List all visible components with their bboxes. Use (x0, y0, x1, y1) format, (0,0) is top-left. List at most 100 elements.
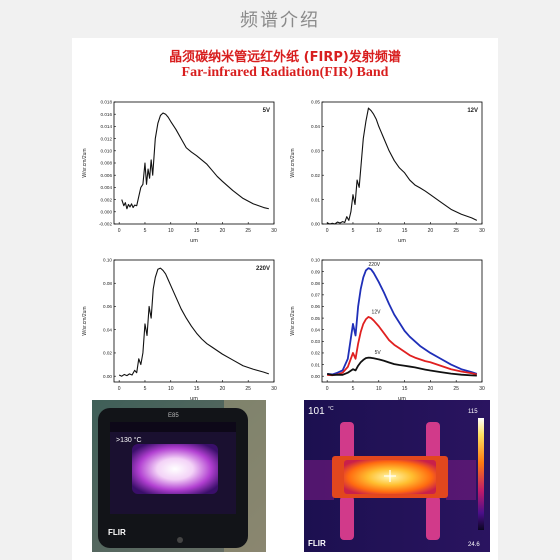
y-tick-label: 0.010 (101, 149, 113, 154)
chart-combined: 0 5 10 15 20 25 30 0.00 0.01 0.02 0.03 0.04 0.05 0.06… (290, 258, 485, 402)
x-tick-label: 5 (352, 386, 355, 392)
y-tick-label: 0.09 (311, 269, 320, 274)
x-tick-label: 25 (453, 228, 459, 234)
x-tick-label: 15 (194, 386, 200, 392)
y-tick-label: 0.04 (103, 327, 112, 332)
thermal-temperature-unit: °C (328, 406, 334, 412)
x-tick-label: 0 (118, 386, 121, 392)
thermal-scale-max: 115 (468, 409, 478, 415)
x-tick-label: 10 (168, 386, 174, 392)
y-tick-label: 0.08 (311, 281, 320, 286)
plot-frame (321, 259, 483, 383)
y-tick-label: 0.01 (311, 362, 320, 367)
y-tick-label: 0.02 (311, 173, 320, 178)
y-tick-label: 0.012 (101, 136, 113, 141)
camera-readout: >130 °C (116, 436, 142, 444)
x-axis-label: um (190, 396, 198, 402)
thermal-camera-drawing: E85 >130 °C FLIR (92, 400, 266, 552)
series-line-220v (327, 267, 478, 376)
chart-title: 220V (256, 266, 270, 272)
series-line (118, 267, 270, 377)
y-tick-label: 0.004 (101, 185, 113, 190)
thermal-image: 101 °C 115 24.6 FLIR (304, 400, 490, 552)
plot-frame (113, 101, 275, 225)
y-axis-label: W/sr.cm/2um (82, 148, 88, 177)
y-tick-label: 0.04 (311, 327, 320, 332)
series-label: 12V (372, 309, 382, 315)
y-tick-label: 0.006 (101, 173, 113, 178)
x-tick-label: 15 (402, 386, 408, 392)
poster-title-english: Far-infrared Radiation(FIR) Band (181, 65, 389, 80)
spectrum-poster: 晶须碳纳米管远红外纸 (FIRP)发射频谱 Far-infrared Radia… (72, 38, 498, 560)
x-tick-label: 20 (220, 386, 226, 392)
y-tick-label: 0.05 (311, 316, 320, 321)
series-label: 5V (375, 350, 382, 356)
series-label: 220V (368, 262, 380, 268)
y-tick-label: 0.07 (311, 293, 320, 298)
x-tick-label: 0 (118, 228, 121, 234)
series-line (326, 107, 478, 225)
x-tick-label: 30 (479, 386, 485, 392)
chart-5v: 0 5 10 15 20 25 30 -0.002 0.000 0.002 0.004 0.006 0.… (82, 100, 277, 244)
camera-brand-top: E85 (168, 413, 179, 419)
y-tick-label: 0.03 (311, 149, 320, 154)
chart-title: 12V (467, 108, 478, 114)
y-axis-label: W/sr.cm/2um (82, 306, 88, 335)
chart-title: 5V (263, 108, 270, 114)
series-line (121, 112, 269, 210)
x-tick-label: 25 (245, 228, 251, 234)
y-tick-label: 0.000 (101, 210, 113, 215)
x-tick-label: 10 (168, 228, 174, 234)
thermal-temperature: 101 (308, 406, 325, 417)
x-tick-label: 5 (144, 228, 147, 234)
y-tick-label: 0.10 (311, 258, 320, 263)
y-tick-label: 0.00 (311, 374, 320, 379)
y-axis-label: W/sr.cm/2um (290, 148, 296, 177)
poster-title-chinese: 晶须碳纳米管远红外纸 (FIRP)发射频谱 (169, 50, 401, 65)
plot-frame (321, 101, 483, 225)
y-tick-label: 0.05 (311, 100, 320, 105)
thermal-image-drawing: 101 °C 115 24.6 FLIR (304, 400, 490, 552)
y-tick-label: -0.002 (99, 222, 112, 227)
y-tick-label: 0.02 (103, 351, 112, 356)
x-axis-label: um (190, 238, 198, 244)
y-tick-label: 0.00 (103, 374, 112, 379)
y-axis-label: W/sr.cm/2um (290, 306, 296, 335)
x-tick-label: 5 (144, 386, 147, 392)
thermal-brand: FLIR (308, 539, 326, 548)
series-line-12v (327, 316, 478, 377)
camera-brand-bottom: FLIR (108, 528, 126, 537)
plot-frame (113, 259, 275, 383)
page-title: 频谱介绍 (240, 10, 320, 31)
x-tick-label: 20 (220, 228, 226, 234)
y-tick-label: 0.002 (101, 197, 113, 202)
x-tick-label: 25 (245, 386, 251, 392)
y-tick-label: 0.00 (311, 222, 320, 227)
camera-button (177, 537, 183, 543)
x-tick-label: 25 (453, 386, 459, 392)
y-tick-label: 0.06 (103, 304, 112, 309)
x-axis-label: um (398, 238, 406, 244)
y-tick-label: 0.01 (311, 197, 320, 202)
x-tick-label: 0 (326, 228, 329, 234)
x-tick-label: 0 (326, 386, 329, 392)
x-tick-label: 10 (376, 228, 382, 234)
x-tick-label: 30 (479, 228, 485, 234)
page-header: 频谱介绍 (0, 0, 560, 34)
y-tick-label: 0.06 (311, 304, 320, 309)
y-tick-label: 0.018 (101, 100, 113, 105)
y-tick-label: 0.008 (101, 161, 113, 166)
chart-12v: 0 5 10 15 20 25 30 0.00 0.01 0.02 0.03 0.04 0.05 um W/… (290, 100, 485, 244)
x-tick-label: 5 (352, 228, 355, 234)
y-tick-label: 0.014 (101, 124, 113, 129)
chart-220v: 0 5 10 15 20 25 30 0.00 0.02 0.04 0.06 0.08 0.10 um W/… (82, 258, 277, 402)
thermal-camera-photo: E85 >130 °C FLIR (92, 400, 266, 552)
x-tick-label: 30 (271, 228, 277, 234)
y-tick-label: 0.04 (311, 124, 320, 129)
y-tick-label: 0.08 (103, 281, 112, 286)
thermal-scale-min: 24.6 (468, 542, 480, 548)
x-tick-label: 20 (428, 228, 434, 234)
series-line-5v (326, 356, 477, 377)
y-tick-label: 0.10 (103, 258, 112, 263)
x-tick-label: 10 (376, 386, 382, 392)
